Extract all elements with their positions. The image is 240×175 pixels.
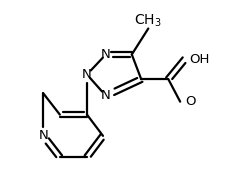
Text: N: N bbox=[101, 89, 111, 102]
Text: CH$_3$: CH$_3$ bbox=[134, 12, 162, 29]
Text: N: N bbox=[101, 48, 111, 61]
Text: N: N bbox=[38, 129, 48, 142]
Text: O: O bbox=[185, 95, 195, 108]
Text: OH: OH bbox=[190, 53, 210, 66]
Text: N: N bbox=[82, 68, 92, 81]
